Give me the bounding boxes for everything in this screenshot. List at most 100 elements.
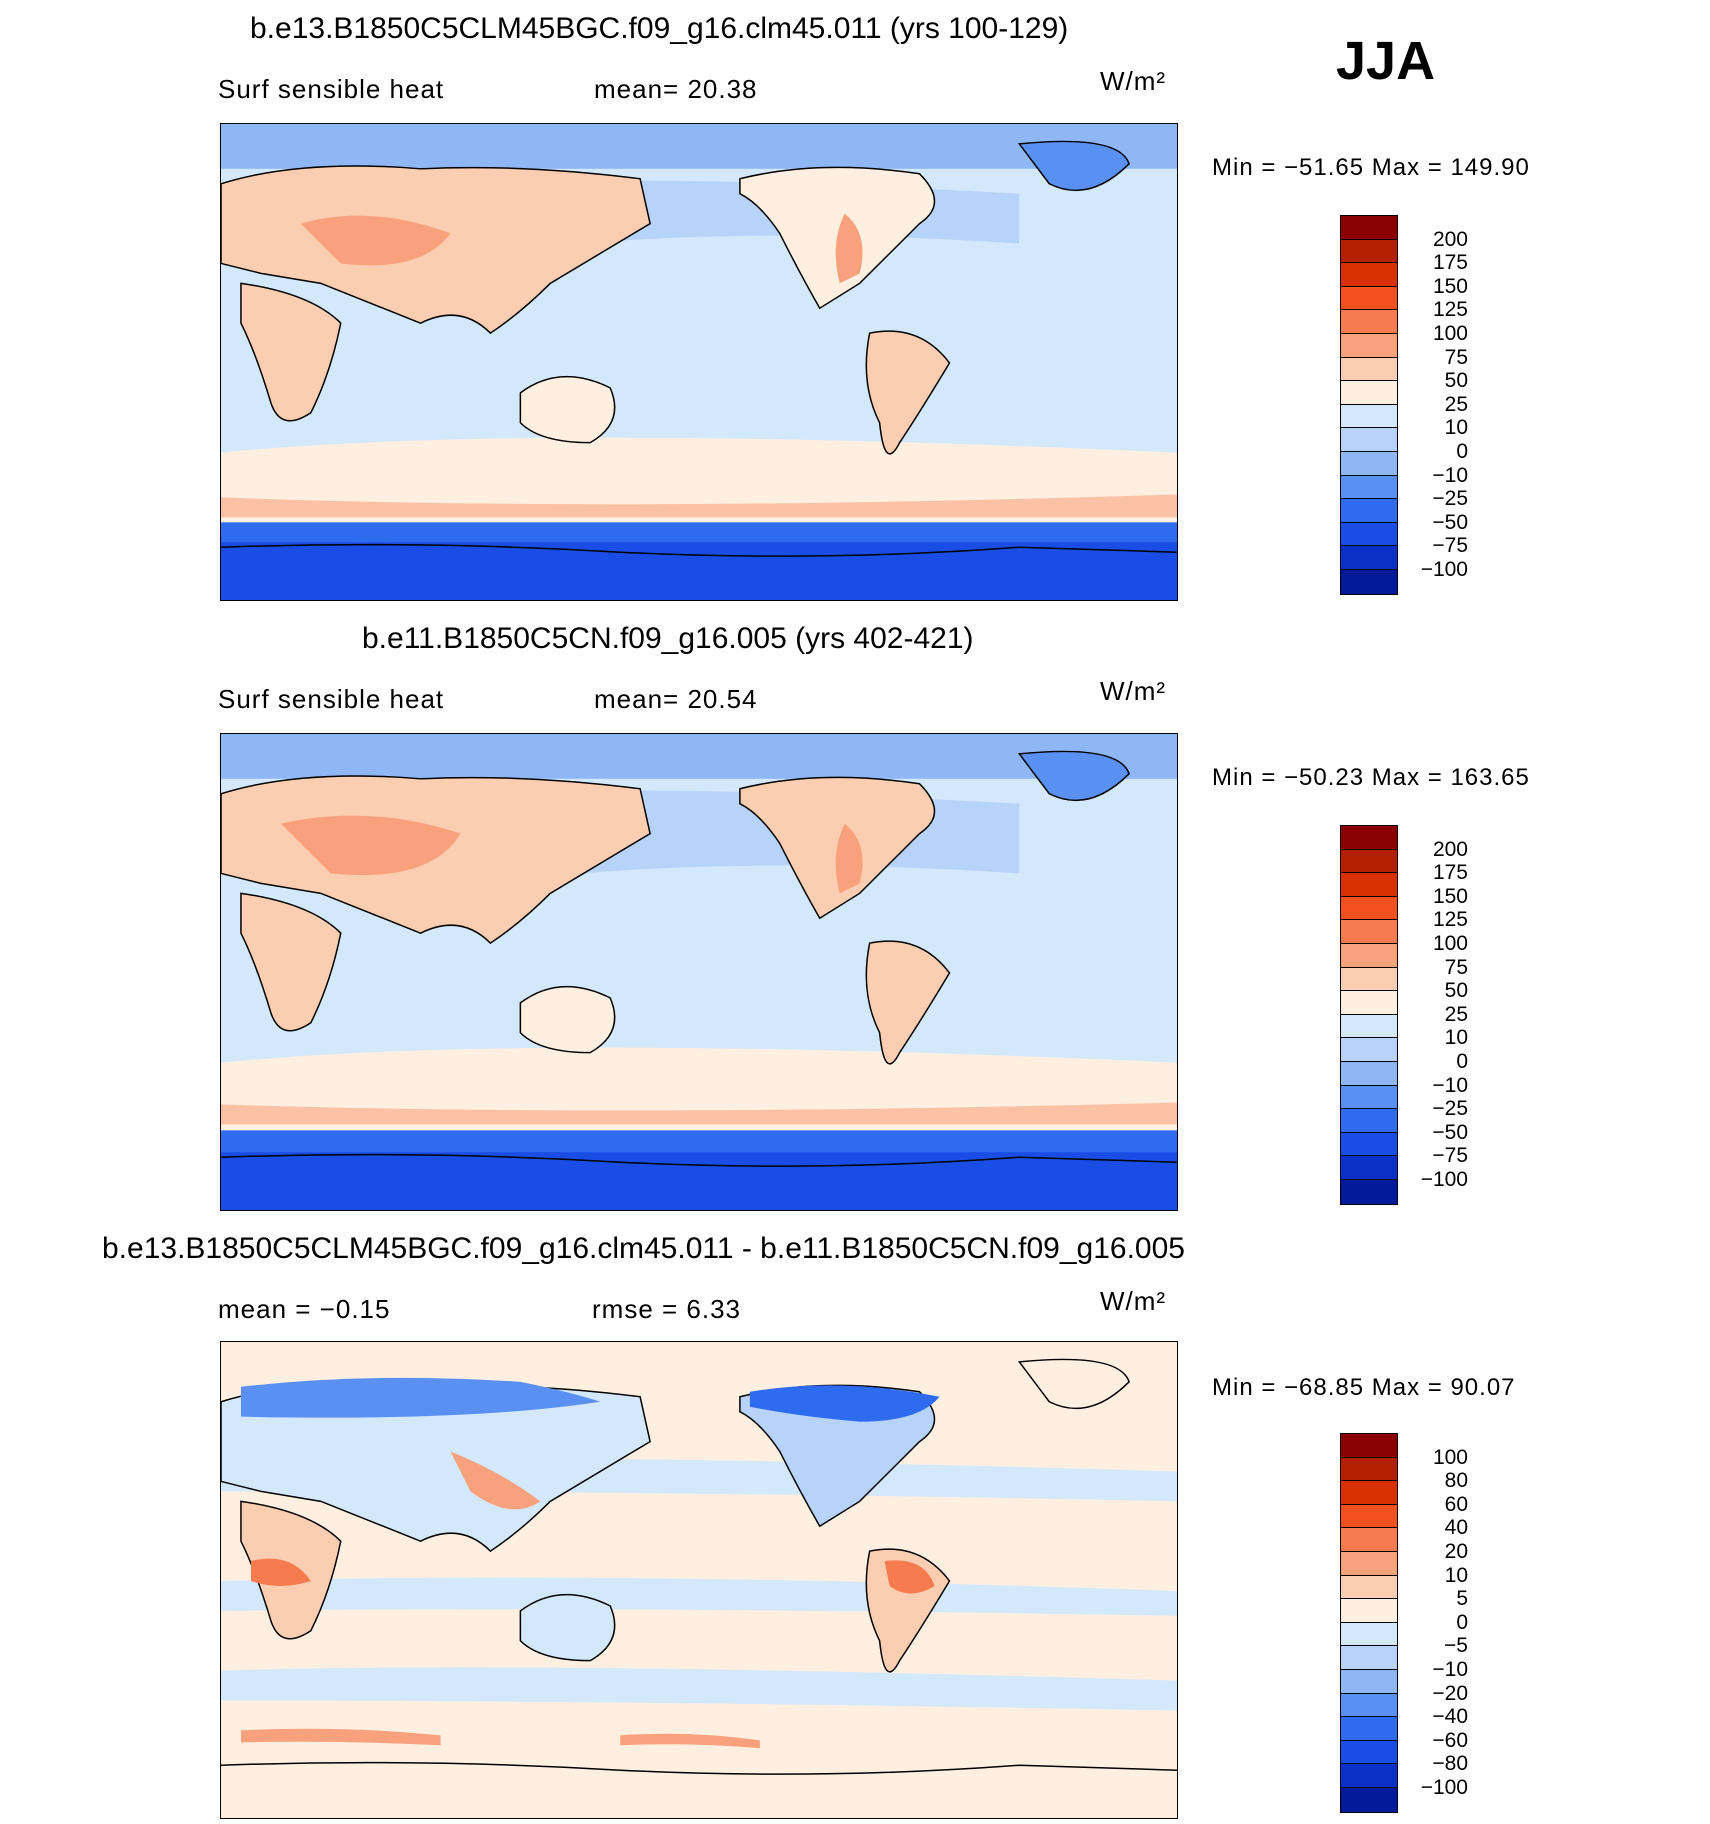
colorbar-tick-label: 75 <box>1444 345 1468 369</box>
colorbar-tick-label: 0 <box>1456 440 1468 463</box>
panel-2-mean-label: mean= 20.54 <box>594 684 758 714</box>
panel-2-colorbar-swatch <box>1341 1061 1397 1086</box>
colorbar-tick-label: −60 <box>1432 1728 1468 1752</box>
colorbar-tick-label: −25 <box>1432 1097 1468 1121</box>
colorbar-tick-label: −5 <box>1444 1634 1468 1658</box>
colorbar-tick-label: 10 <box>1444 1026 1468 1050</box>
panel-3-mean-label: mean = −0.15 <box>218 1294 391 1324</box>
panel-1-colorbar <box>1340 215 1398 595</box>
panel-1-colorbar-swatch <box>1341 404 1397 429</box>
panel-3-colorbar-swatch <box>1341 1504 1397 1529</box>
panel-1-colorbar-swatch <box>1341 216 1397 240</box>
panel-2-colorbar <box>1340 825 1398 1205</box>
colorbar-tick-label: 25 <box>1444 392 1468 416</box>
colorbar-tick-label: −100 <box>1420 1776 1468 1799</box>
panel-3-colorbar <box>1340 1433 1398 1813</box>
colorbar-tick-label: −100 <box>1420 558 1468 581</box>
colorbar-tick-label: 5 <box>1456 1587 1468 1611</box>
colorbar-tick-label: 20 <box>1444 1540 1468 1563</box>
panel-1-map-svg <box>221 124 1177 600</box>
colorbar-tick-label: 50 <box>1444 369 1468 393</box>
colorbar-tick-label: −50 <box>1432 510 1468 534</box>
colorbar-tick-label: −75 <box>1432 534 1468 558</box>
panel-3-colorbar-swatch <box>1341 1622 1397 1647</box>
panel-2-colorbar-swatch <box>1341 1132 1397 1157</box>
panel-1-colorbar-swatch <box>1341 239 1397 264</box>
panel-2-colorbar-swatch <box>1341 873 1397 897</box>
panel-3-map <box>220 1341 1178 1819</box>
panel-1-colorbar-swatch <box>1341 499 1397 523</box>
panel-2-colorbar-swatch <box>1341 1156 1397 1180</box>
panel-3-units: W/m² <box>1100 1286 1167 1316</box>
panel-2-title: b.e11.B1850C5CN.f09_g16.005 (yrs 402-421… <box>362 622 974 655</box>
colorbar-tick-label: 150 <box>1432 274 1468 298</box>
panel-1-mean-label: mean= 20.38 <box>594 74 758 104</box>
panel-2-colorbar-swatch <box>1341 967 1397 992</box>
panel-2-colorbar-swatch <box>1341 991 1397 1015</box>
panel-3-colorbar-swatch <box>1341 1693 1397 1718</box>
panel-3-colorbar-swatch <box>1341 1457 1397 1482</box>
colorbar-tick-label: 40 <box>1444 1516 1468 1540</box>
colorbar-tick-label: −80 <box>1432 1752 1468 1776</box>
panel-2-units: W/m² <box>1100 676 1167 706</box>
panel-2-colorbar-swatch <box>1341 1038 1397 1062</box>
panel-3-colorbar-swatch <box>1341 1717 1397 1741</box>
panel-1-minmax: Min = −51.65 Max = 149.90 <box>1212 154 1530 181</box>
colorbar-tick-label: 25 <box>1444 1002 1468 1026</box>
panel-2-colorbar-swatch <box>1341 1014 1397 1039</box>
panel-2-colorbar-swatch <box>1341 1109 1397 1133</box>
panel-1-colorbar-swatch <box>1341 451 1397 476</box>
colorbar-tick-label: 60 <box>1444 1492 1468 1516</box>
panel-1-colorbar-swatch <box>1341 546 1397 570</box>
panel-1-map <box>220 123 1178 601</box>
colorbar-tick-label: 50 <box>1444 979 1468 1003</box>
colorbar-tick-label: −10 <box>1432 463 1468 487</box>
colorbar-tick-label: 200 <box>1432 837 1468 861</box>
colorbar-tick-label: 100 <box>1432 932 1468 955</box>
colorbar-tick-label: 100 <box>1432 322 1468 345</box>
panel-2-colorbar-swatch <box>1341 896 1397 921</box>
colorbar-tick-label: 10 <box>1444 1563 1468 1587</box>
panel-2-colorbar-swatch <box>1341 826 1397 850</box>
panel-3-colorbar-swatch <box>1341 1528 1397 1552</box>
panel-1-colorbar-swatch <box>1341 522 1397 547</box>
panel-3-colorbar-swatch <box>1341 1575 1397 1600</box>
panel-2-variable-label: Surf sensible heat <box>218 684 445 714</box>
panel-3-colorbar-swatch <box>1341 1646 1397 1670</box>
panel-1-colorbar-swatch <box>1341 475 1397 500</box>
colorbar-tick-label: −20 <box>1432 1681 1468 1705</box>
panel-1-colorbar-swatch <box>1341 357 1397 382</box>
colorbar-tick-label: 200 <box>1432 227 1468 251</box>
colorbar-tick-label: 80 <box>1444 1469 1468 1493</box>
panel-1-colorbar-swatch <box>1341 381 1397 405</box>
panel-2-colorbar-swatch <box>1341 1179 1397 1204</box>
panel-1-colorbar-swatch <box>1341 333 1397 358</box>
colorbar-tick-label: −40 <box>1432 1705 1468 1729</box>
panel-1-title: b.e13.B1850C5CLM45BGC.f09_g16.clm45.011 … <box>250 12 1069 45</box>
panel-3-colorbar-swatch <box>1341 1740 1397 1765</box>
panel-2-map-svg <box>221 734 1177 1210</box>
colorbar-tick-label: 125 <box>1432 298 1468 322</box>
panel-3-map-svg <box>221 1342 1177 1818</box>
panel-1-colorbar-swatch <box>1341 310 1397 334</box>
panel-1-colorbar-swatch <box>1341 569 1397 594</box>
panel-3-minmax: Min = −68.85 Max = 90.07 <box>1212 1374 1516 1401</box>
colorbar-tick-label: 0 <box>1456 1050 1468 1073</box>
panel-3-rmse-label: rmse = 6.33 <box>592 1294 742 1324</box>
panel-3-title: b.e13.B1850C5CLM45BGC.f09_g16.clm45.011 … <box>102 1232 1185 1265</box>
colorbar-tick-label: −25 <box>1432 487 1468 511</box>
panel-2-map <box>220 733 1178 1211</box>
panel-1-colorbar-swatch <box>1341 286 1397 311</box>
colorbar-tick-label: 125 <box>1432 908 1468 932</box>
panel-2-minmax: Min = −50.23 Max = 163.65 <box>1212 764 1530 791</box>
colorbar-tick-label: 175 <box>1432 861 1468 885</box>
colorbar-tick-label: −10 <box>1432 1073 1468 1097</box>
panel-3-colorbar-swatch <box>1341 1764 1397 1788</box>
season-label: JJA <box>1336 31 1436 91</box>
colorbar-tick-label: 175 <box>1432 251 1468 275</box>
panel-2-colorbar-swatch <box>1341 1085 1397 1110</box>
panel-3-colorbar-swatch <box>1341 1481 1397 1505</box>
panel-2-colorbar-swatch <box>1341 943 1397 968</box>
colorbar-tick-label: 0 <box>1456 1610 1468 1634</box>
panel-1-colorbar-swatch <box>1341 428 1397 452</box>
